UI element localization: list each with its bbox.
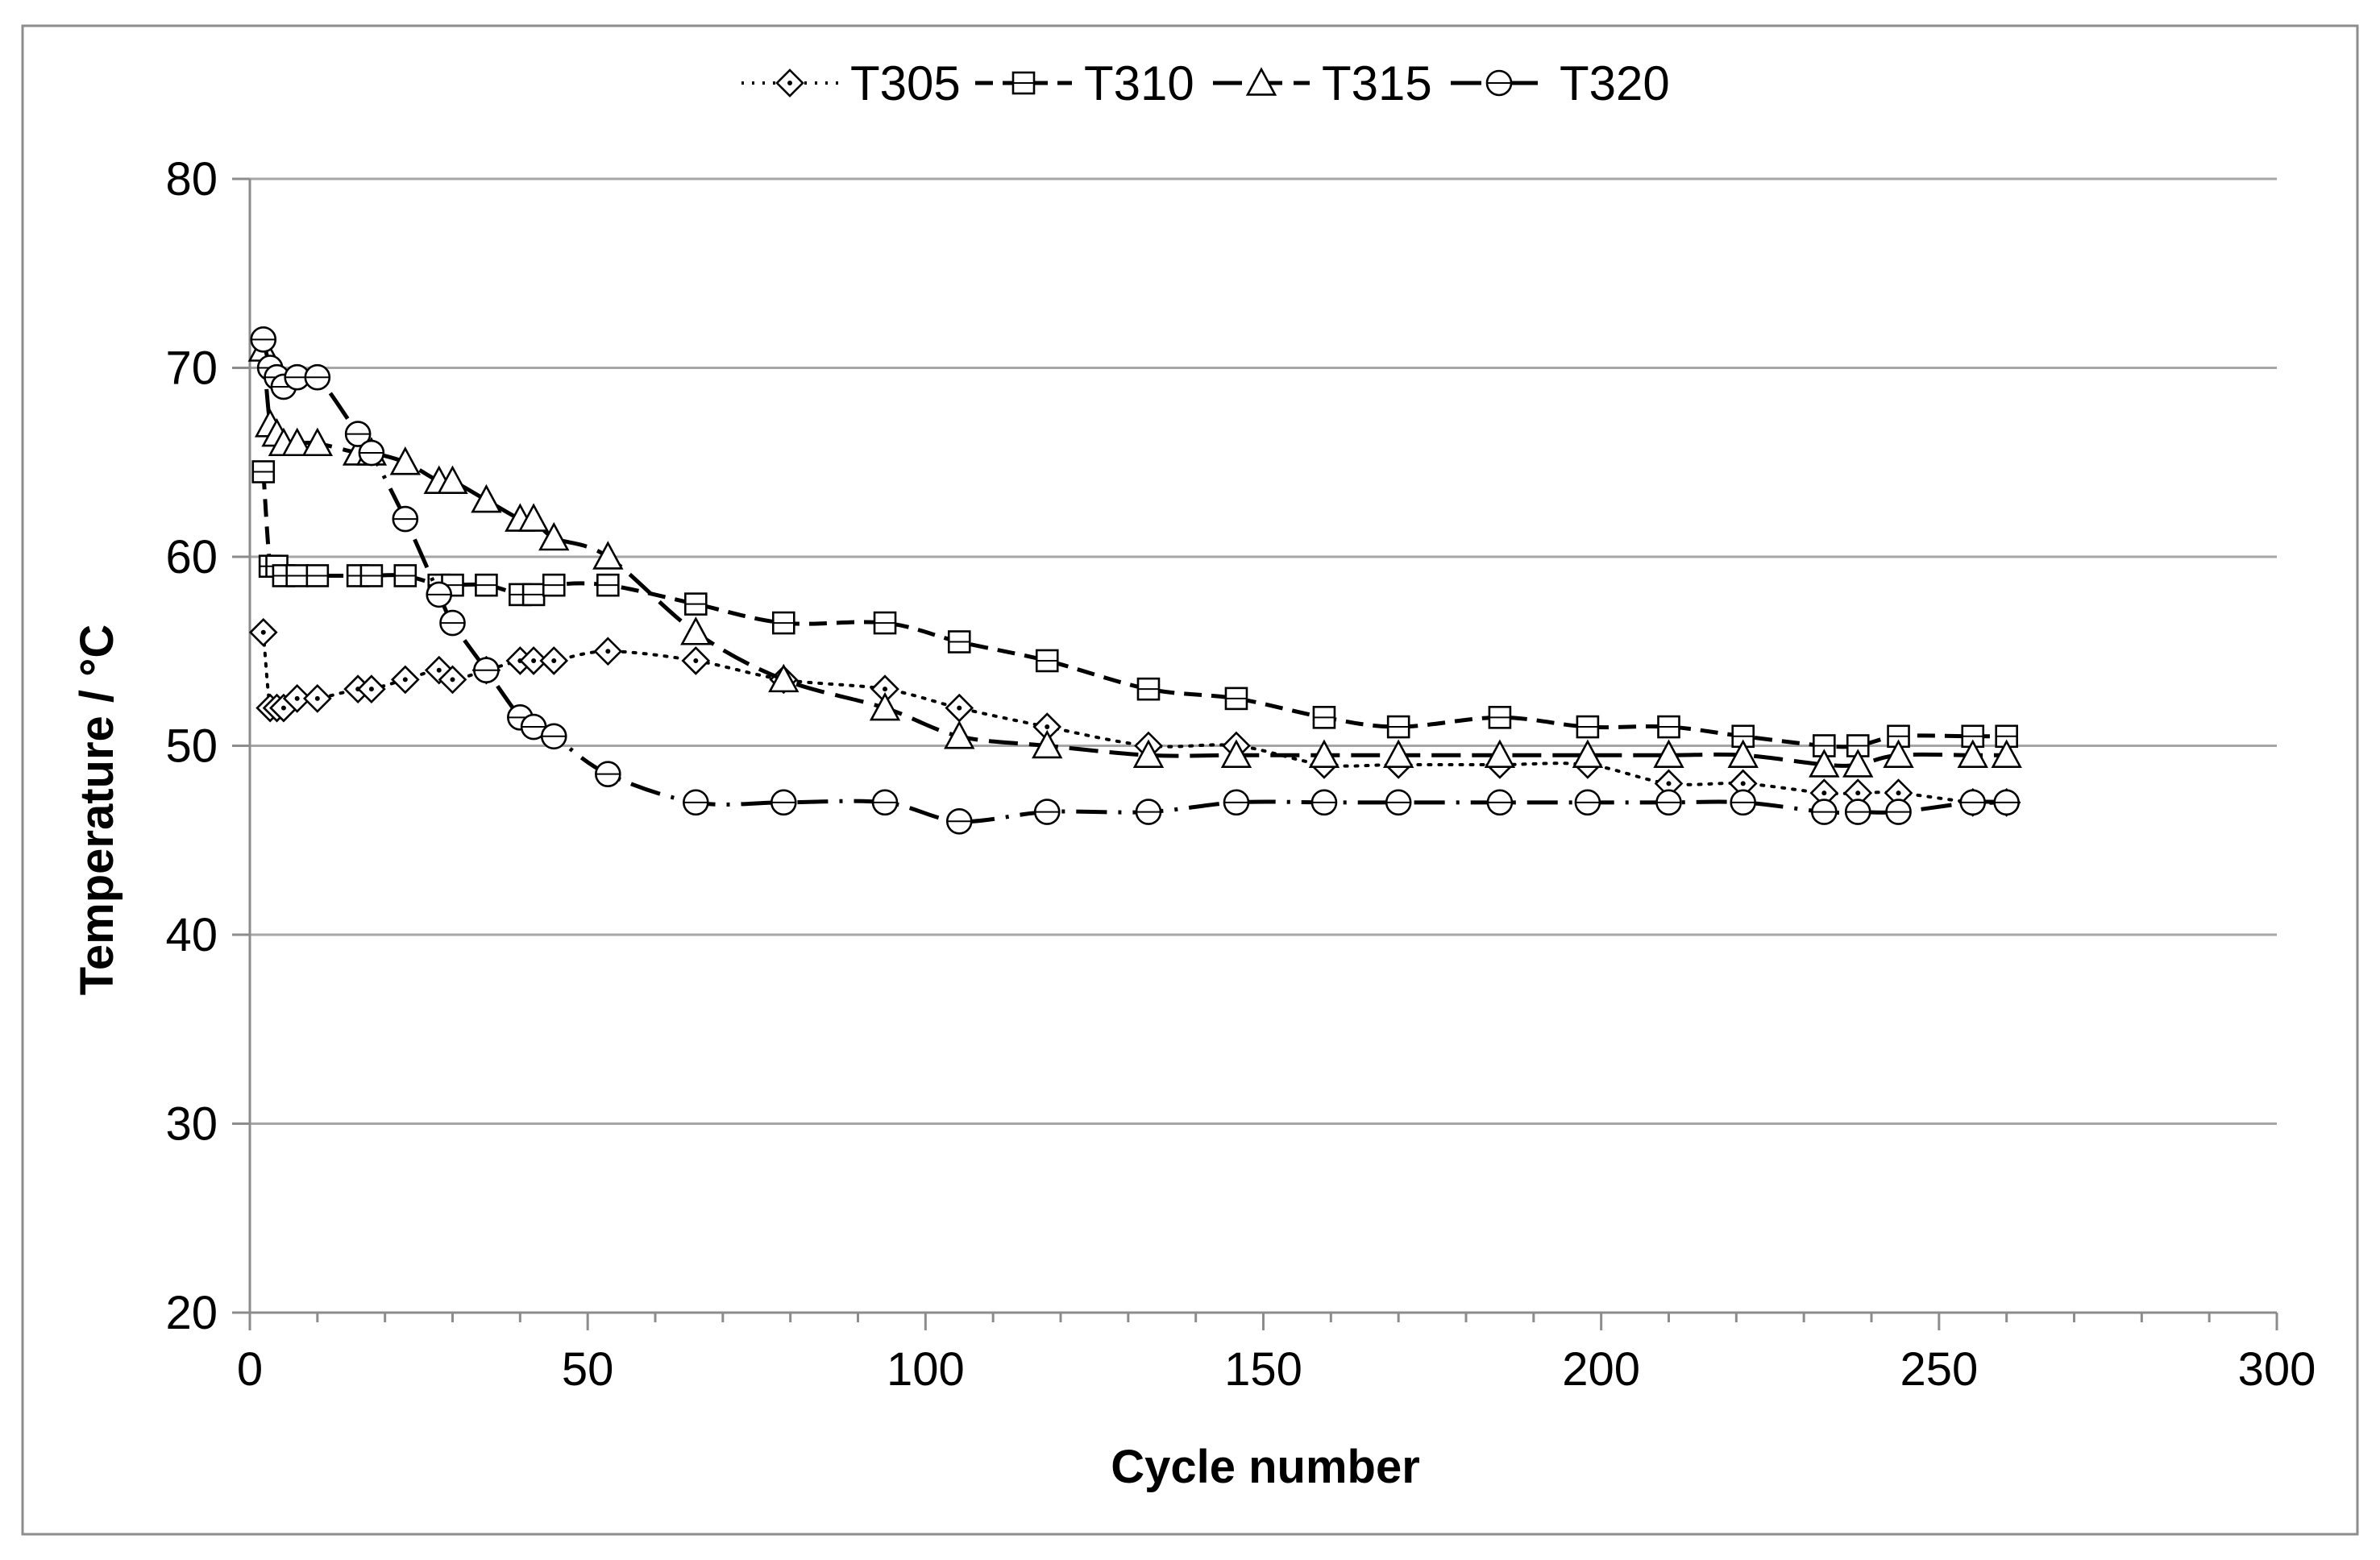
y-tick-label: 60 <box>165 531 218 583</box>
data-point-t315 <box>1484 739 1516 768</box>
data-point-t305-dot <box>260 629 266 635</box>
data-point-t315 <box>1883 739 1914 768</box>
x-tick-label: 150 <box>1224 1343 1302 1396</box>
legend-item-t305: T305 <box>741 56 961 110</box>
legend-swatch-marker <box>1245 67 1277 96</box>
data-point-t315 <box>301 427 334 457</box>
x-tick-label: 100 <box>887 1343 965 1396</box>
legend-label: T315 <box>1322 56 1432 110</box>
legend-label: T305 <box>850 56 961 110</box>
data-point-t315 <box>680 616 712 645</box>
series-layer <box>247 326 2022 835</box>
data-point-t305-dot <box>436 667 442 673</box>
data-point-t315 <box>1572 739 1604 768</box>
legend-label: T310 <box>1084 56 1194 110</box>
axes-layer: 20 30 40 50 60 70 80 0 50 100 150 200 250 300 <box>165 153 2316 1396</box>
data-point-t305-dot <box>1855 790 1861 796</box>
data-point-t305-dot <box>294 695 300 701</box>
y-tick-label: 30 <box>165 1098 218 1151</box>
data-point-t315 <box>281 427 313 457</box>
data-point-t305-dot <box>280 705 286 711</box>
data-point-t315 <box>1991 739 2022 768</box>
grid-layer <box>250 177 2277 1125</box>
data-point-t315 <box>1957 739 1988 768</box>
data-point-t305-dot <box>883 687 888 692</box>
data-point-t315 <box>944 720 975 749</box>
y-tick-label: 80 <box>165 153 218 205</box>
data-point-t315 <box>1132 739 1165 768</box>
data-point-t315 <box>1220 739 1252 768</box>
data-point-t315 <box>1842 749 1874 778</box>
legend-swatch-marker-dot <box>787 81 792 85</box>
legend-item-t310: T310 <box>975 56 1194 110</box>
data-point-t305-dot <box>551 658 557 663</box>
data-point-t305-dot <box>450 677 455 682</box>
legend-label: T320 <box>1560 56 1670 110</box>
data-point-t315 <box>1727 739 1759 768</box>
data-point-t315 <box>592 541 624 570</box>
legend-item-t315: T315 <box>1213 56 1432 110</box>
series-line-t320 <box>261 338 2007 824</box>
x-axis-title: Cycle number <box>1111 1441 1420 1493</box>
data-point-t315 <box>517 503 550 532</box>
data-point-t305-dot <box>1896 790 1901 796</box>
data-point-t305-dot <box>1740 781 1746 786</box>
data-point-t315 <box>389 446 421 475</box>
x-tick-label: 0 <box>237 1343 263 1396</box>
data-point-t315 <box>1653 739 1684 768</box>
data-point-t315 <box>471 483 502 513</box>
series-t320 <box>250 326 2020 835</box>
data-point-t305-dot <box>531 658 537 663</box>
data-point-t305-dot <box>1045 724 1050 730</box>
y-tick-label: 40 <box>165 909 218 961</box>
data-point-t315 <box>1032 729 1063 759</box>
data-point-t315 <box>768 663 800 693</box>
data-point-t305-dot <box>605 649 611 654</box>
x-tick-label: 250 <box>1900 1343 1978 1396</box>
data-point-t315 <box>1809 749 1840 778</box>
legend: T305 T310 T315 T320 <box>741 56 1670 110</box>
data-point-t305-dot <box>693 658 699 663</box>
data-point-t315 <box>1382 739 1414 768</box>
data-point-t305-dot <box>1666 781 1672 786</box>
chart-border <box>21 24 2359 1536</box>
data-point-t305-dot <box>957 705 962 711</box>
x-tick-label: 200 <box>1562 1343 1640 1396</box>
y-tick-label: 20 <box>165 1287 218 1339</box>
x-tick-label: 50 <box>562 1343 614 1396</box>
data-point-t305-dot <box>314 695 320 701</box>
data-point-t305-dot <box>368 687 374 692</box>
y-tick-label: 70 <box>165 342 218 395</box>
x-tick-label: 300 <box>2238 1343 2316 1396</box>
data-point-t305-dot <box>402 677 408 682</box>
data-point-t315 <box>1308 739 1340 768</box>
data-point-t315 <box>869 691 901 721</box>
data-point-t315 <box>437 465 468 494</box>
y-tick-label: 50 <box>165 720 218 773</box>
data-point-t305-dot <box>1821 790 1827 796</box>
data-point-t315 <box>538 521 570 551</box>
y-axis-title: Temperature / °C <box>71 624 123 995</box>
legend-item-t320: T320 <box>1451 56 1670 110</box>
